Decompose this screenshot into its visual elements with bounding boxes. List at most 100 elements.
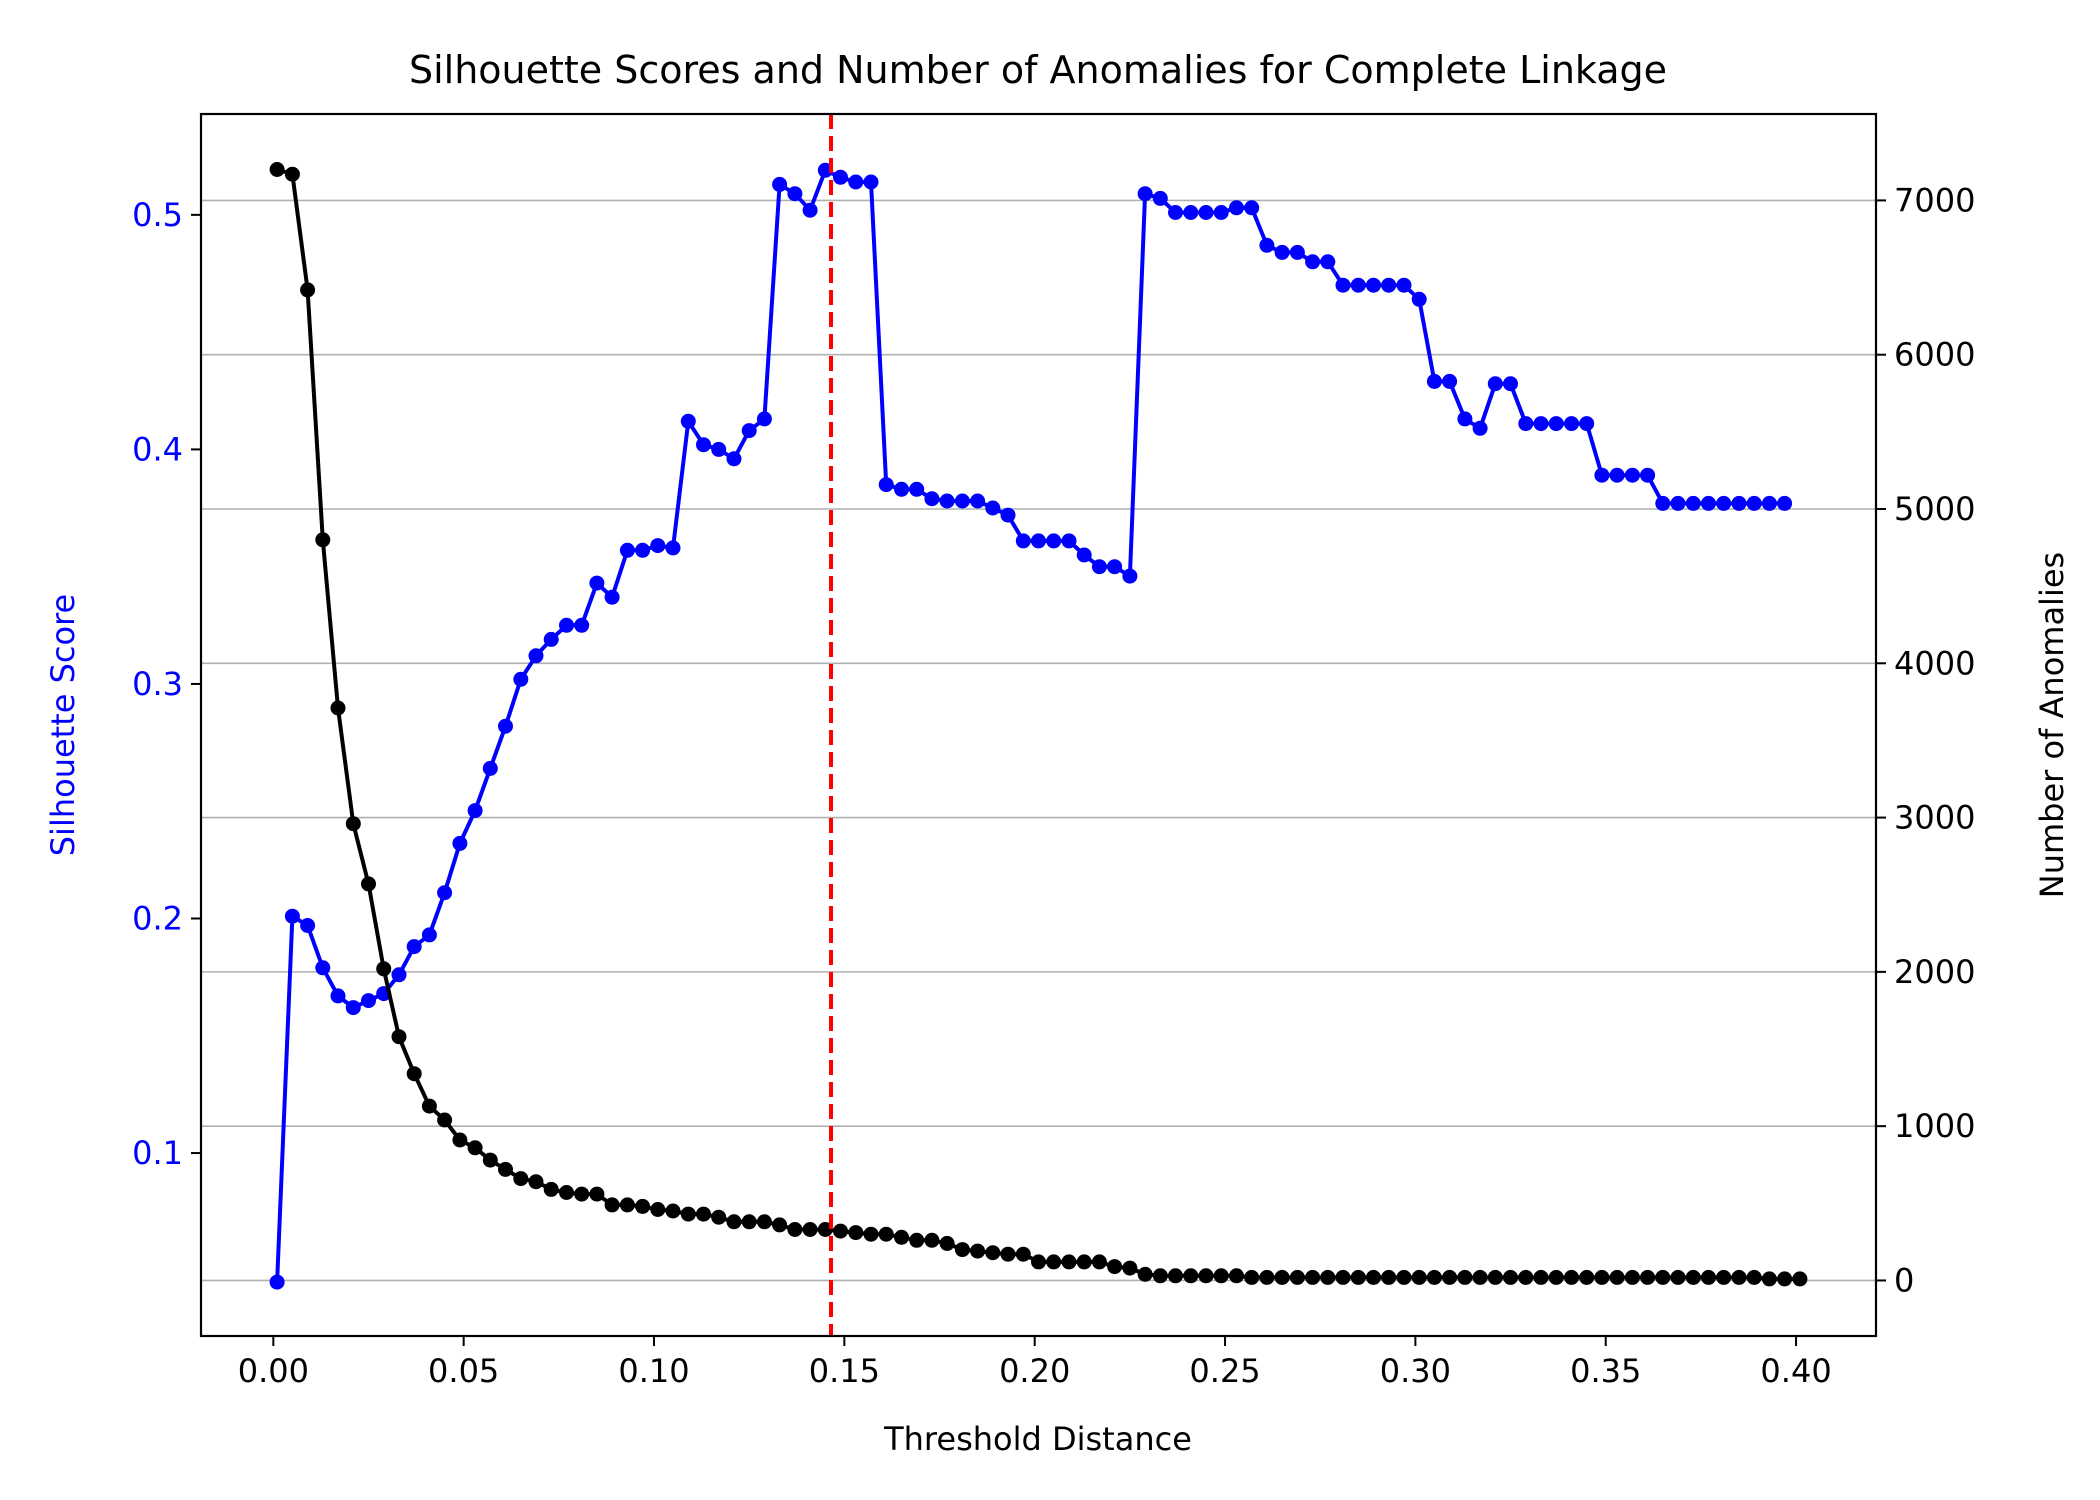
anomalies-point <box>1183 1268 1199 1284</box>
anomalies-point <box>391 1029 407 1045</box>
anomalies-point <box>1259 1269 1275 1285</box>
silhouette-point <box>1457 411 1473 427</box>
anomalies-point <box>269 162 285 177</box>
anomalies-point <box>1015 1246 1031 1262</box>
anomalies-point <box>1564 1269 1579 1285</box>
silhouette-point <box>619 542 635 558</box>
anomalies-point <box>604 1197 620 1213</box>
silhouette-point <box>345 1000 361 1016</box>
anomalies-point <box>954 1242 970 1258</box>
silhouette-point <box>1487 376 1503 392</box>
silhouette-point <box>772 176 788 192</box>
silhouette-point <box>421 927 437 943</box>
anomalies-point <box>1426 1269 1442 1285</box>
anomalies-point <box>802 1222 818 1237</box>
anomalies-point <box>1594 1269 1610 1285</box>
silhouette-point <box>1670 495 1686 511</box>
silhouette-point <box>284 908 300 924</box>
anomalies-point <box>1137 1266 1153 1282</box>
silhouette-point <box>1777 495 1793 511</box>
anomalies-point <box>330 700 346 716</box>
silhouette-point <box>878 477 894 493</box>
anomalies-point <box>1533 1269 1549 1285</box>
x-tick-label: 0.25 <box>1189 1352 1260 1390</box>
anomalies-point <box>909 1232 925 1248</box>
anomalies-point <box>1640 1269 1656 1285</box>
silhouette-point <box>1411 291 1427 307</box>
x-tick-label: 0.15 <box>809 1352 880 1390</box>
silhouette-point <box>1426 373 1442 389</box>
anomalies-point <box>1289 1269 1305 1285</box>
plot-frame <box>199 112 1878 1338</box>
silhouette-point <box>1137 186 1153 202</box>
y-right-tick-label: 0 <box>1894 1261 1914 1299</box>
silhouette-point <box>1076 547 1092 563</box>
anomalies-point <box>559 1185 574 1200</box>
silhouette-point <box>1716 495 1732 511</box>
silhouette-point <box>406 939 422 955</box>
anomalies-point <box>1229 1268 1244 1284</box>
silhouette-point <box>467 803 483 819</box>
silhouette-point <box>1655 495 1671 511</box>
anomalies-point <box>1244 1269 1260 1285</box>
anomalies-point <box>1731 1269 1747 1285</box>
silhouette-point <box>635 542 651 558</box>
anomalies-point <box>1335 1269 1351 1285</box>
anomalies-point <box>1000 1246 1016 1262</box>
silhouette-point <box>1152 190 1168 206</box>
silhouette-point <box>711 441 727 457</box>
silhouette-point <box>1396 277 1412 293</box>
anomalies-point <box>1091 1254 1107 1270</box>
y-right-tick-label: 1000 <box>1894 1107 1975 1145</box>
anomalies-point <box>345 816 361 832</box>
y-right-tick-label: 7000 <box>1894 181 1975 219</box>
anomalies-point <box>1655 1269 1671 1285</box>
anomalies-point <box>985 1245 1001 1261</box>
anomalies-point <box>680 1206 696 1222</box>
silhouette-point <box>1229 200 1244 216</box>
silhouette-point <box>1442 373 1458 389</box>
anomalies-point <box>711 1209 727 1225</box>
silhouette-point <box>939 493 955 509</box>
silhouette-point <box>1320 254 1336 270</box>
silhouette-point <box>330 988 346 1004</box>
silhouette-point <box>863 174 879 190</box>
anomalies-point <box>1076 1254 1092 1270</box>
silhouette-point <box>543 631 559 647</box>
chart-title: Silhouette Scores and Number of Anomalie… <box>409 48 1667 92</box>
anomalies-point <box>1487 1269 1503 1285</box>
silhouette-point <box>894 481 909 497</box>
anomalies-point <box>787 1222 803 1237</box>
anomalies-point <box>833 1223 848 1239</box>
silhouette-point <box>802 202 818 218</box>
silhouette-point <box>300 918 316 933</box>
anomalies-point <box>650 1202 666 1217</box>
x-tick-label: 0.10 <box>618 1352 689 1390</box>
anomalies-point <box>300 282 316 298</box>
silhouette-point <box>452 835 468 851</box>
anomalies-point <box>452 1132 468 1148</box>
anomalies-point <box>406 1066 422 1082</box>
x-axis-label: Threshold Distance <box>883 1420 1192 1458</box>
anomalies-point <box>1685 1269 1701 1285</box>
anomalies-point <box>467 1140 483 1156</box>
anomalies-point <box>1350 1269 1366 1285</box>
anomalies-point <box>878 1226 894 1242</box>
y-right-tick-label: 5000 <box>1894 490 1975 528</box>
silhouette-point <box>848 174 864 190</box>
silhouette-point <box>1274 244 1290 260</box>
silhouette-point <box>1305 254 1321 270</box>
anomalies-point <box>1107 1259 1123 1275</box>
silhouette-point <box>833 169 848 185</box>
anomalies-point <box>1761 1271 1777 1287</box>
anomalies-point <box>543 1181 559 1197</box>
anomalies-point <box>1716 1269 1732 1285</box>
silhouette-point <box>528 648 544 664</box>
y-right-tick-label: 4000 <box>1894 644 1975 682</box>
silhouette-point <box>1548 416 1564 432</box>
silhouette-point <box>924 491 940 507</box>
anomalies-point <box>726 1214 742 1230</box>
anomalies-point <box>1503 1269 1518 1285</box>
anomalies-point <box>1792 1271 1808 1287</box>
